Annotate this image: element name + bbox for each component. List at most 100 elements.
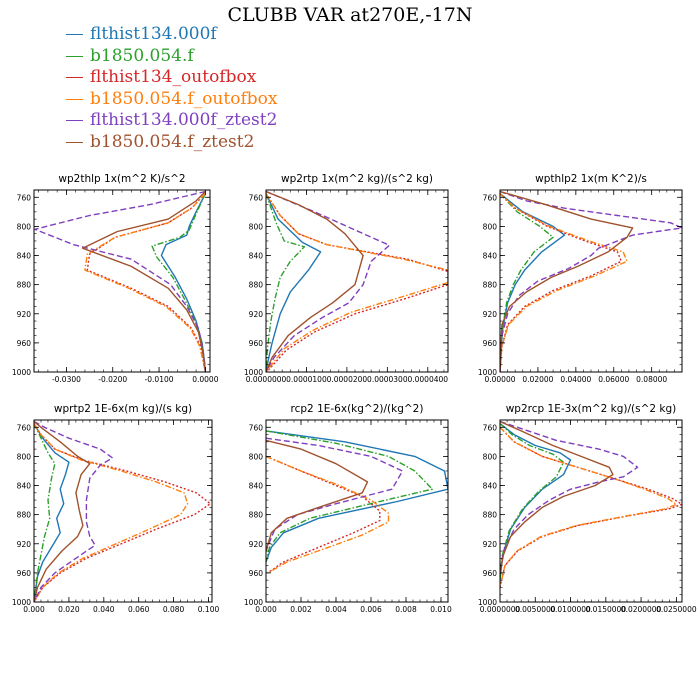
legend-label: flthist134.000f bbox=[90, 24, 217, 45]
y-tick-label: 960 bbox=[483, 569, 498, 578]
y-tick-label: 800 bbox=[483, 452, 498, 461]
panel: wprtp2 1E-6x(m kg)/(s kg) 760 800 840 880 920… bbox=[12, 403, 220, 614]
y-tick-label: 920 bbox=[17, 310, 32, 319]
series-line bbox=[500, 193, 628, 372]
y-tick-label: 760 bbox=[249, 423, 264, 432]
panel-title: wp2thlp 1x(m^2 K)/s^2 bbox=[58, 173, 185, 185]
legend-entry: b1850.054.f_ztest2 bbox=[66, 132, 277, 154]
panel-title: wp2rcp 1E-3x(m^2 kg)/(s^2 kg) bbox=[506, 403, 677, 415]
x-tick-label: 0.0000300 bbox=[367, 375, 408, 384]
series-line bbox=[500, 193, 554, 372]
y-tick-label: 920 bbox=[249, 540, 264, 549]
x-tick-label: 0.020 bbox=[58, 605, 80, 614]
y-tick-label: 960 bbox=[17, 339, 32, 348]
legend-swatch bbox=[66, 77, 83, 79]
series-line bbox=[266, 430, 448, 563]
plot-frame bbox=[33, 189, 211, 373]
x-tick-label: 0.0200000 bbox=[621, 605, 662, 614]
series-line bbox=[500, 426, 678, 588]
y-tick-label: 880 bbox=[249, 511, 264, 520]
x-tick-label: 0.008 bbox=[395, 605, 417, 614]
x-tick-label: 0.0000200 bbox=[327, 375, 368, 384]
series-line bbox=[500, 423, 572, 581]
x-tick-label: 0.060 bbox=[128, 605, 150, 614]
x-tick-label: 0.08000 bbox=[636, 375, 667, 384]
series-line bbox=[500, 190, 682, 372]
series-line bbox=[266, 455, 390, 574]
legend-label: b1850.054.f_outofbox bbox=[90, 88, 278, 109]
y-tick-label: 880 bbox=[17, 281, 32, 290]
y-tick-label: 920 bbox=[483, 540, 498, 549]
series-line bbox=[500, 190, 634, 372]
x-tick-label: 0.000 bbox=[23, 605, 45, 614]
x-tick-label: 0.0150000 bbox=[586, 605, 627, 614]
panel: wp2rtp 1x(m^2 kg)/(s^2 kg) 760 800 840 880 92… bbox=[244, 173, 449, 384]
x-tick-label: 0.0100000 bbox=[550, 605, 591, 614]
panel-title: wprtp2 1E-6x(m kg)/(s kg) bbox=[54, 403, 192, 415]
x-tick-label: 0.04000 bbox=[560, 375, 591, 384]
x-tick-label: 0.100 bbox=[198, 605, 220, 614]
x-tick-label: 0.02000 bbox=[522, 375, 553, 384]
series-line bbox=[266, 190, 364, 372]
series-line bbox=[266, 193, 448, 372]
y-tick-label: 1000 bbox=[244, 598, 263, 607]
x-tick-label: 0.00000 bbox=[484, 375, 515, 384]
legend-swatch bbox=[66, 55, 83, 57]
x-tick-label: -0.0300 bbox=[52, 375, 81, 384]
panel: wpthlp2 1x(m K^2)/s 760 800 840 880 920 960 100… bbox=[478, 173, 683, 384]
x-tick-label: 0.004 bbox=[325, 605, 347, 614]
plot-frame bbox=[265, 189, 449, 373]
series-line bbox=[34, 423, 70, 602]
panel: rcp2 1E-6x(kg^2)/(kg^2) 760 800 840 880 920 96… bbox=[244, 403, 452, 614]
y-tick-label: 1000 bbox=[478, 368, 497, 377]
series-group bbox=[34, 420, 211, 602]
series-line bbox=[266, 437, 404, 552]
series-line bbox=[86, 193, 207, 372]
y-tick-label: 760 bbox=[483, 423, 498, 432]
series-line bbox=[34, 423, 211, 602]
y-tick-label: 1000 bbox=[12, 598, 31, 607]
legend-label: flthist134_outofbox bbox=[90, 67, 257, 88]
x-tick-label: -0.0100 bbox=[145, 375, 174, 384]
y-tick-label: 800 bbox=[17, 452, 32, 461]
y-tick-label: 760 bbox=[249, 193, 264, 202]
panel-title: wp2rtp 1x(m^2 kg)/(s^2 kg) bbox=[281, 173, 433, 185]
y-tick-label: 760 bbox=[17, 423, 32, 432]
y-tick-label: 1000 bbox=[12, 368, 31, 377]
series-line bbox=[266, 455, 381, 574]
panel: wp2thlp 1x(m^2 K)/s^2 760 800 840 880 920 960 1… bbox=[12, 173, 219, 384]
y-tick-label: 880 bbox=[483, 511, 498, 520]
series-line bbox=[34, 420, 114, 602]
plot-frame bbox=[33, 419, 213, 603]
x-tick-label: -0.0200 bbox=[98, 375, 127, 384]
x-tick-label: 0.002 bbox=[290, 605, 312, 614]
y-tick-label: 840 bbox=[483, 252, 498, 261]
y-tick-label: 800 bbox=[17, 222, 32, 231]
y-tick-label: 800 bbox=[483, 222, 498, 231]
x-tick-label: 0.040 bbox=[93, 605, 115, 614]
y-tick-label: 920 bbox=[17, 540, 32, 549]
legend-entry: flthist134_outofbox bbox=[66, 67, 277, 89]
y-tick-label: 1000 bbox=[244, 368, 263, 377]
series-line bbox=[500, 193, 622, 372]
legend-label: flthist134.000f_ztest2 bbox=[90, 110, 278, 131]
series-line bbox=[84, 193, 207, 372]
y-tick-label: 840 bbox=[249, 252, 264, 261]
y-tick-label: 840 bbox=[17, 482, 32, 491]
y-tick-label: 960 bbox=[483, 339, 498, 348]
series-group bbox=[500, 190, 682, 372]
series-line bbox=[34, 420, 91, 602]
legend-swatch bbox=[66, 34, 83, 36]
series-line bbox=[500, 426, 682, 588]
y-tick-label: 800 bbox=[249, 222, 264, 231]
series-group bbox=[34, 190, 207, 372]
series-line bbox=[266, 193, 322, 372]
series-line bbox=[500, 420, 614, 574]
series-line bbox=[266, 190, 391, 372]
plot-frame bbox=[499, 189, 683, 373]
legend-swatch bbox=[66, 120, 83, 122]
y-tick-label: 840 bbox=[483, 482, 498, 491]
series-line bbox=[266, 193, 448, 372]
x-tick-label: 0.0250000 bbox=[656, 605, 697, 614]
panel: wp2rcp 1E-3x(m^2 kg)/(s^2 kg) 760 800 840 88… bbox=[478, 403, 697, 614]
